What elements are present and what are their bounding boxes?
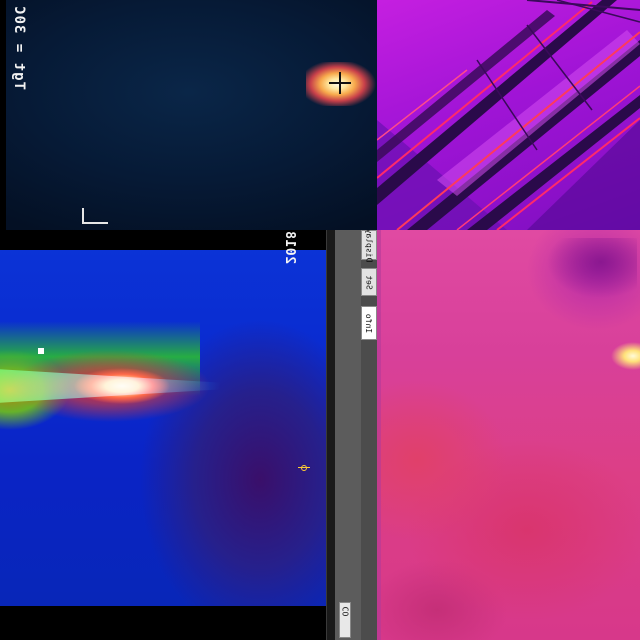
reference-marker <box>38 348 44 354</box>
image-divider <box>326 230 336 640</box>
panel-edge <box>377 230 381 640</box>
corner-scale-mark <box>82 208 108 224</box>
thermal-panel-top-right <box>377 0 640 230</box>
left-border-strip <box>0 0 6 230</box>
temperature-readout: Tgt = 30C = 0.69 <box>11 0 27 90</box>
thermal-panel-top-left: Tgt = 30C = 0.69 <box>0 0 377 230</box>
rainbow-thermal-image <box>0 250 326 606</box>
camera-sidebar <box>335 230 377 640</box>
hotspot <box>306 62 376 106</box>
tab-display[interactable]: Display <box>361 230 377 262</box>
target-marker-icon <box>298 462 310 474</box>
tab-info[interactable]: Info <box>361 306 377 340</box>
thermal-panel-bottom-left: 2018-08-23 17:44:45 PM Display Set Info … <box>0 230 377 640</box>
sidebar-control-button[interactable]: CO <box>339 602 351 638</box>
cool-region <box>547 238 637 298</box>
tab-set[interactable]: Set <box>361 268 377 296</box>
crosshair-icon <box>329 72 351 94</box>
warm-plume <box>0 369 220 403</box>
timestamp: 2018-08-23 17:44:45 PM <box>282 230 297 264</box>
thermal-panel-bottom-right <box>377 230 640 640</box>
roof-structure-image <box>377 0 640 230</box>
